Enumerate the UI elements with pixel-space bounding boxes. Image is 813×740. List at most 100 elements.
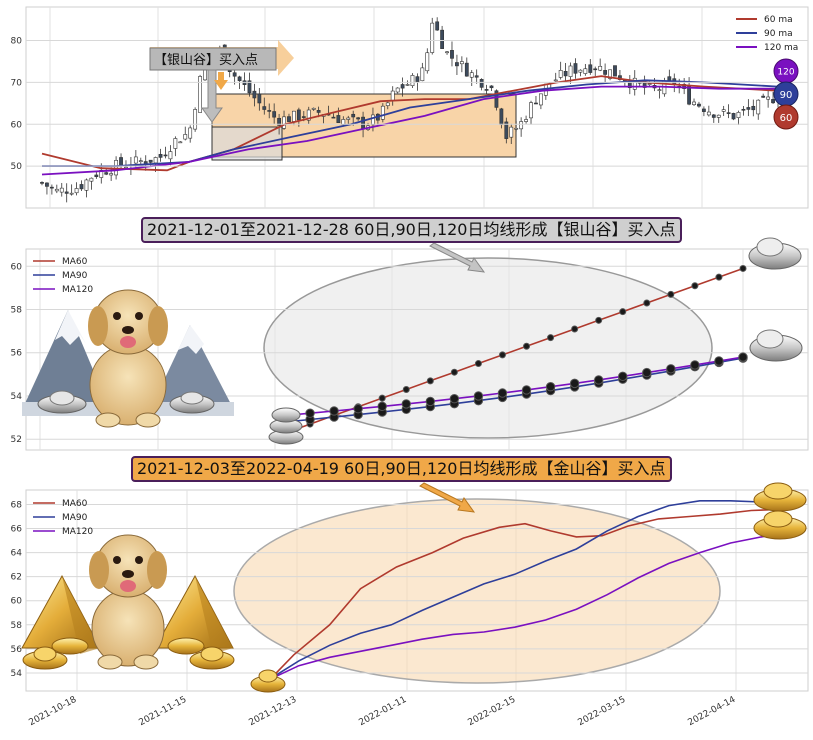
data-point [690, 360, 700, 370]
candle-body [445, 51, 449, 54]
candle-body [45, 182, 49, 187]
candle-body [464, 62, 469, 77]
candle-body [608, 69, 612, 79]
candle-body [380, 105, 385, 120]
data-point [450, 368, 458, 376]
badge-90: 90 [780, 90, 793, 101]
data-point [473, 391, 484, 401]
candle-body [450, 50, 454, 59]
ma60-line [285, 267, 744, 434]
data-point [545, 382, 556, 392]
data-point [715, 273, 723, 281]
candle-body [721, 109, 726, 112]
candle-body [331, 116, 336, 119]
candle-body [193, 109, 198, 130]
panel-1-price-chart: 50 60 70 80 【银山谷】买入点 60 ma 90 ma 120 ma 120… [11, 15, 808, 203]
candle-body [771, 99, 775, 104]
p3-y-tick: 54 [11, 669, 23, 679]
candle-body [119, 157, 123, 167]
candle-body [667, 76, 672, 81]
candle-body [198, 76, 202, 113]
candle-body [534, 102, 538, 105]
badge-60: 60 [780, 113, 793, 124]
p3-y-tick: 62 [11, 573, 22, 583]
legend-60ma: 60 ma [764, 15, 793, 25]
candle-body [706, 111, 711, 116]
candle-body [262, 106, 267, 110]
data-point [547, 334, 555, 342]
candle-body [183, 134, 188, 140]
candle-body [489, 85, 494, 89]
candle-body [84, 179, 89, 191]
p3-y-tick: 64 [11, 549, 23, 559]
candle-body [252, 90, 257, 99]
data-point [401, 399, 411, 409]
end-badges: 120 90 60 [773, 58, 799, 130]
p1-y-tick: 80 [11, 37, 23, 47]
candle-body [311, 107, 316, 110]
candle-body [168, 151, 173, 160]
candle-body [74, 188, 79, 194]
x-tick-label: 2021-12-13 [248, 695, 299, 728]
candle-body [598, 65, 603, 71]
candle-body [568, 65, 573, 77]
silver-ingot-icon [268, 237, 803, 445]
data-point [595, 316, 603, 324]
candle-body [524, 119, 528, 122]
candle-body [741, 108, 746, 111]
data-point [667, 290, 675, 298]
candle-body [469, 72, 474, 78]
candle-body [400, 84, 405, 89]
candle-body [351, 113, 356, 118]
candle-body [514, 127, 519, 130]
candle-body [104, 172, 109, 175]
candle-body [59, 187, 64, 193]
data-point [738, 352, 748, 362]
candle-body [455, 62, 459, 67]
p2-y-tick: 56 [11, 349, 23, 359]
legend-ma60: MA60 [62, 499, 88, 509]
legend-ma60: MA60 [62, 257, 88, 267]
candle-body [692, 101, 696, 105]
candle-body [563, 71, 568, 77]
candle-body [425, 52, 430, 72]
silver-ellipse [263, 257, 713, 439]
p2-y-tick: 58 [11, 306, 23, 316]
candle-body [158, 154, 163, 158]
data-point [739, 264, 747, 272]
candle-body [504, 121, 509, 139]
p3-y-tick: 58 [11, 621, 23, 631]
data-point [329, 406, 339, 416]
candle-body [316, 110, 321, 113]
candle-body [538, 93, 543, 106]
candle-body [479, 79, 484, 88]
candle-body [583, 68, 588, 74]
candle-body [133, 156, 138, 164]
candle-body [89, 177, 94, 182]
data-point [521, 385, 532, 395]
data-point [714, 356, 724, 366]
data-point [642, 367, 652, 378]
candle-body [371, 114, 375, 126]
x-tick-label: 2021-10-18 [28, 695, 79, 729]
data-point [305, 408, 315, 418]
data-point [425, 396, 436, 407]
candle-body [49, 186, 54, 189]
candle-body [109, 173, 114, 176]
candle-body [188, 127, 193, 139]
legend-panel-1: 60 ma 90 ma 120 ma [736, 15, 798, 53]
p1-y-tick: 60 [11, 120, 23, 130]
candle-body [395, 87, 400, 93]
p1-y-tick: 70 [11, 78, 23, 88]
candle-body [40, 182, 44, 184]
candle-body [346, 117, 351, 120]
silver-callout: 【银山谷】买入点 [149, 40, 294, 123]
ma60-line [267, 508, 783, 682]
candle-body [553, 79, 558, 82]
candle-body [593, 68, 598, 71]
candle-body [474, 75, 479, 78]
candle-body [385, 102, 390, 106]
candle-body [173, 138, 178, 149]
candle-body [138, 160, 143, 162]
candle-body [588, 64, 593, 73]
